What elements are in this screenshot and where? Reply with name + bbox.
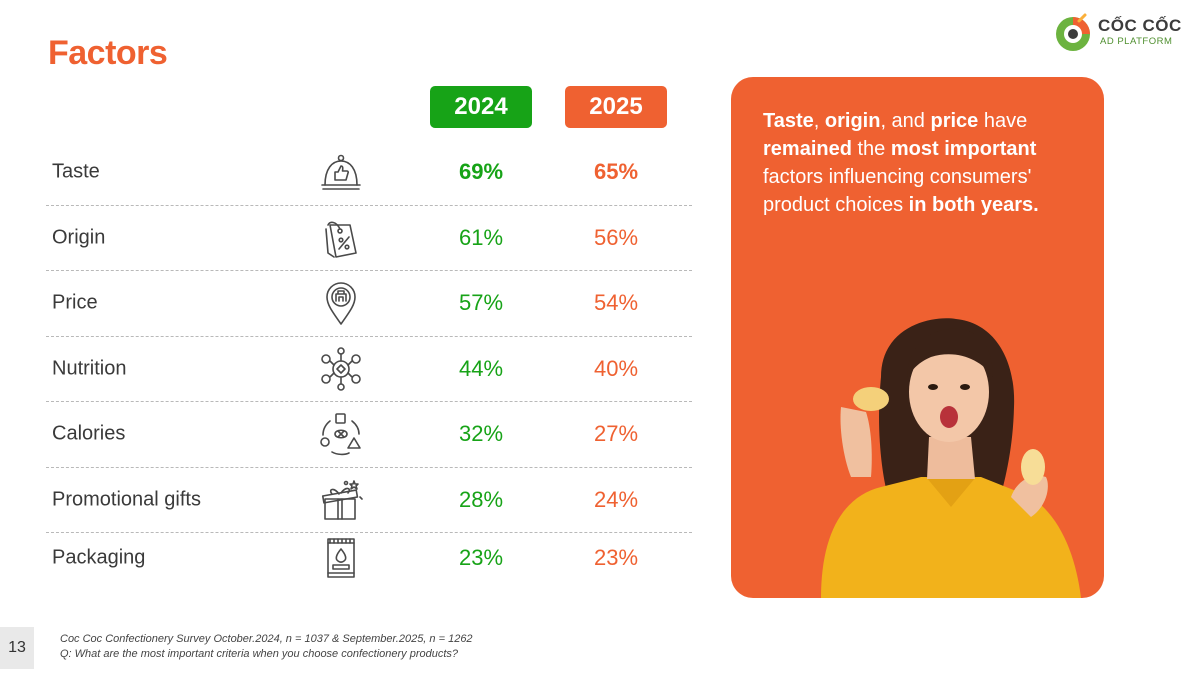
price-tag-percent-icon bbox=[316, 213, 366, 263]
value-2024: 23% bbox=[458, 545, 504, 570]
value-2024: 32% bbox=[458, 421, 504, 447]
logo-brand: CỐC CỐC bbox=[1098, 16, 1182, 35]
value-2024: 44% bbox=[458, 355, 504, 381]
value-2025: 27% bbox=[593, 421, 639, 447]
factor-row: Packaging 23% 23% bbox=[46, 533, 692, 583]
headline-segment: price bbox=[930, 110, 979, 132]
year-2025-badge: 2025 bbox=[565, 86, 667, 128]
factor-row: Calories 32% 27% bbox=[46, 402, 692, 468]
footnote-source: Coc Coc Confectionery Survey October.202… bbox=[60, 633, 473, 645]
factor-row: Nutrition 44% 40% bbox=[46, 337, 692, 402]
factors-table: Taste 69% 65% Origin 61% 56% Price 57% 54% Nutrit… bbox=[46, 140, 692, 583]
cloche-thumbs-up-icon bbox=[316, 147, 366, 197]
gift-box-icon bbox=[316, 475, 366, 525]
headline-segment: most important bbox=[890, 138, 1037, 160]
calories-cycle-icon bbox=[316, 409, 366, 459]
value-2024: 28% bbox=[458, 486, 504, 512]
logo-subtitle: AD PLATFORM bbox=[1100, 36, 1173, 47]
nutrition-molecule-icon bbox=[316, 344, 366, 394]
factor-row: Price 57% 54% bbox=[46, 271, 692, 337]
value-2025: 54% bbox=[593, 290, 639, 316]
value-2025: 56% bbox=[593, 224, 639, 250]
factor-label: Promotional gifts bbox=[52, 488, 201, 511]
factor-label: Price bbox=[52, 291, 98, 314]
factor-label: Nutrition bbox=[52, 357, 127, 380]
headline-segment: in both years. bbox=[908, 194, 1039, 216]
headline-segment: Taste bbox=[763, 110, 814, 132]
headline-segment: factors influencing consumers' product c… bbox=[763, 166, 1032, 216]
headline-segment: origin bbox=[824, 110, 881, 132]
value-2025: 23% bbox=[593, 545, 639, 570]
headline-segment: the bbox=[851, 138, 891, 160]
value-2025: 65% bbox=[593, 159, 639, 185]
factor-row: Promotional gifts 28% 24% bbox=[46, 468, 692, 533]
page-title: Factors bbox=[48, 34, 168, 72]
value-2024: 57% bbox=[458, 290, 504, 316]
page-number: 13 bbox=[0, 627, 34, 669]
factor-label: Packaging bbox=[52, 546, 146, 569]
value-2024: 61% bbox=[458, 224, 504, 250]
location-pin-store-icon bbox=[316, 278, 366, 328]
source-footnote: Coc Coc Confectionery Survey October.202… bbox=[60, 632, 473, 662]
factor-row: Taste 69% 65% bbox=[46, 140, 692, 206]
value-2025: 40% bbox=[593, 355, 639, 381]
footnote-question: Q: What are the most important criteria … bbox=[60, 648, 459, 660]
summary-headline: Taste, origin, and price have remained t… bbox=[763, 107, 1083, 219]
year-2024-badge: 2024 bbox=[430, 86, 532, 128]
summary-card: Taste, origin, and price have remained t… bbox=[731, 77, 1104, 598]
coccoc-logo-icon bbox=[1056, 13, 1090, 51]
factor-label: Calories bbox=[52, 422, 126, 445]
headline-segment: , bbox=[813, 110, 825, 132]
factor-label: Origin bbox=[52, 226, 106, 249]
woman-eating-chips-photo bbox=[821, 318, 1081, 598]
headline-segment: , and bbox=[880, 110, 931, 132]
value-2025: 24% bbox=[593, 486, 639, 512]
factor-row: Origin 61% 56% bbox=[46, 206, 692, 271]
factor-label: Taste bbox=[52, 160, 100, 183]
headline-segment: have bbox=[978, 110, 1028, 132]
snack-package-icon bbox=[316, 533, 366, 583]
headline-segment: remained bbox=[763, 138, 852, 160]
value-2024: 69% bbox=[458, 159, 504, 185]
coccoc-logo: CỐC CỐC AD PLATFORM bbox=[1052, 10, 1182, 54]
